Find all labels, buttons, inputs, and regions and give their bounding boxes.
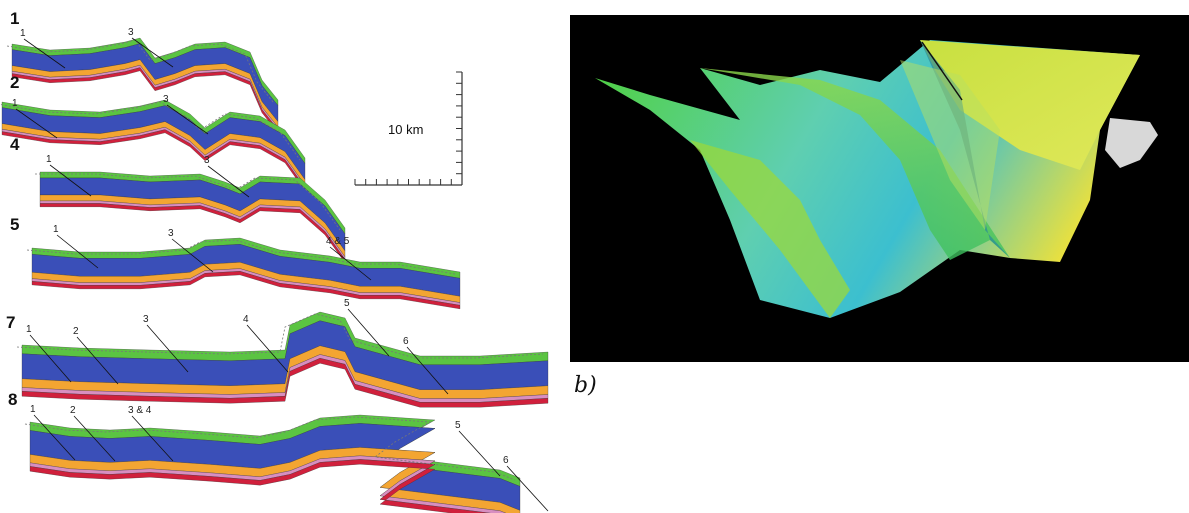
fault-label: 6	[503, 455, 509, 466]
fault-label: 1	[12, 98, 18, 109]
fault-label: 5	[344, 298, 350, 309]
fault-label: 1	[46, 154, 52, 165]
fault-label: 6	[403, 336, 409, 347]
rock-layer	[40, 178, 345, 251]
fault-label: 3 & 4	[128, 405, 152, 416]
fault-label: 3	[163, 94, 169, 105]
fault-label: 1	[26, 324, 32, 335]
fault-label: 3	[143, 314, 149, 325]
figure: 1132134135134 & 571234568123 & 456 10 km…	[0, 0, 1189, 513]
fault-label: 1	[53, 224, 59, 235]
scale-label: 10 km	[388, 122, 423, 137]
fault-label: 2	[70, 405, 76, 416]
section-label: 8	[8, 390, 17, 409]
panel-caption: b)	[574, 373, 597, 398]
fault-label: 4 & 5	[326, 236, 350, 247]
fault-label: 1	[20, 28, 26, 39]
section-label: 2	[10, 73, 19, 92]
rock-layer	[22, 312, 548, 365]
section-label: 1	[10, 9, 19, 28]
section-label: 7	[6, 313, 15, 332]
fault-label: 3	[204, 155, 210, 166]
section-label: 5	[10, 215, 19, 234]
fault-label: 3	[128, 27, 134, 38]
fault-label: 2	[73, 326, 79, 337]
fault-label: 5	[455, 420, 461, 431]
fault-label: 1	[30, 404, 36, 415]
fault-label: 4	[243, 314, 249, 325]
panel-b-image	[570, 15, 1189, 362]
section-label: 4	[10, 135, 20, 154]
fault-label: 3	[168, 228, 174, 239]
